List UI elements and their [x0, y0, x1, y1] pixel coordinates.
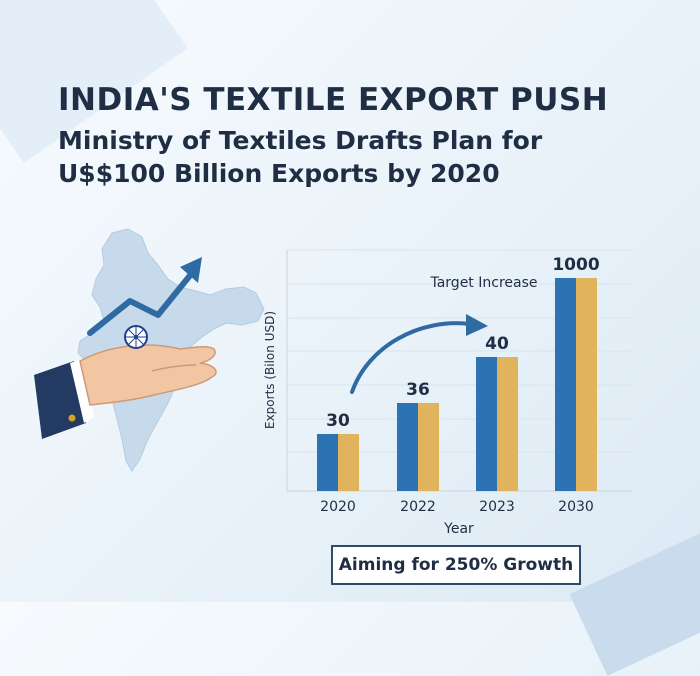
value-label-2020: 30	[326, 411, 350, 431]
x-tick-label-2020: 2020	[320, 499, 356, 515]
value-label-2022: 36	[406, 380, 430, 400]
x-tick-label-2030: 2030	[558, 499, 594, 515]
footer-text: Aiming for 250% Growth	[338, 555, 574, 575]
footer-callout: Aiming for 250% Growth	[331, 545, 581, 585]
bar-2030-gold	[576, 278, 597, 491]
ashoka-chakra-icon	[124, 325, 148, 349]
illustration	[34, 228, 265, 472]
bar-2022-gold	[418, 403, 439, 491]
bar-2022-blue	[397, 403, 418, 491]
bar-2020-blue	[317, 434, 338, 491]
bar-2023-gold	[497, 357, 518, 491]
chart-annotation: Target Increase	[429, 275, 537, 291]
y-axis-label: Exports (Bilon USD)	[263, 311, 277, 429]
bar-2030-blue	[555, 278, 576, 491]
chart-value-labels: 30 36 40 1000	[326, 255, 600, 431]
growth-arrow-icon	[87, 257, 202, 336]
x-tick-label-2023: 2023	[479, 499, 515, 515]
value-label-2023: 40	[485, 334, 509, 354]
chart-x-tick-labels: 2020 2022 2023 2030	[320, 499, 594, 515]
x-axis-label: Year	[443, 521, 474, 537]
trend-arrowhead-icon	[466, 314, 488, 336]
trend-arrow-icon	[350, 321, 472, 394]
bar-chart: 30 36 40 1000 2020 2022 2023 2030 Target Incre…	[263, 249, 632, 537]
hand-icon	[34, 344, 217, 439]
page-title: INDIA'S TEXTILE EXPORT PUSH	[58, 82, 609, 118]
subtitle-line-1: Ministry of Textiles Drafts Plan for	[58, 126, 543, 155]
subtitle-line-2: U$$100 Billion Exports by 2020	[58, 159, 500, 188]
page-subtitle: Ministry of Textiles Drafts Plan for U$$…	[58, 124, 542, 190]
bar-2020-gold	[338, 434, 359, 491]
bar-2023-blue	[476, 357, 497, 491]
chart-bars	[317, 278, 597, 491]
value-label-2030: 1000	[552, 255, 599, 275]
x-tick-label-2022: 2022	[400, 499, 436, 515]
